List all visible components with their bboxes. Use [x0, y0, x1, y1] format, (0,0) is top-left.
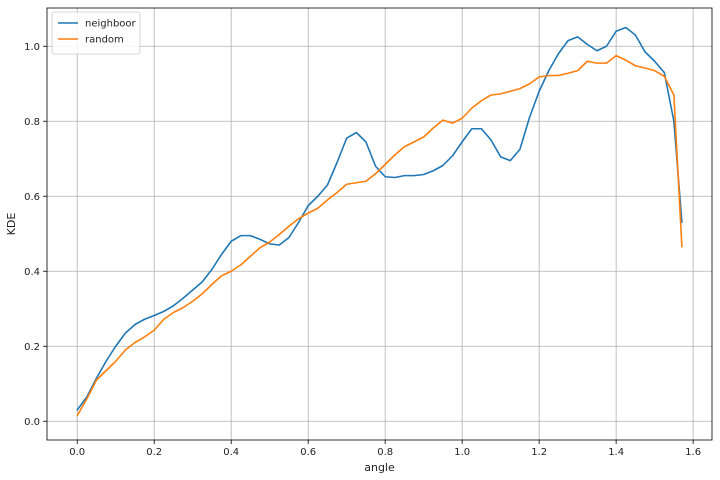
x-tick-label: 0.4	[223, 447, 239, 458]
x-tick-label: 1.6	[685, 447, 701, 458]
series-line-random	[76, 54, 683, 417]
x-tick-label: 0.8	[377, 447, 393, 458]
x-tick-label: 0.0	[69, 447, 85, 458]
legend: neighboor random	[51, 11, 141, 55]
x-axis-label: angle	[364, 461, 395, 474]
x-tick-label: 1.2	[531, 447, 547, 458]
y-tick-label: 0.8	[24, 117, 40, 128]
tick-layer: 0.0 0.2 0.4 0.6 0.8 1.0 1.2 1.4 1.6 0.0 0.2 0.4 0.6 0…	[24, 42, 701, 458]
y-tick-label: 0.4	[24, 267, 40, 278]
series-layer	[76, 26, 683, 417]
y-tick-label: 0.0	[24, 417, 40, 428]
grid-lines	[47, 8, 712, 440]
y-tick-label: 0.6	[24, 192, 40, 203]
y-tick-label: 0.2	[24, 342, 40, 353]
y-tick-label: 1.0	[24, 42, 40, 53]
y-axis-label: KDE	[5, 213, 18, 236]
series-line-neighboor	[76, 26, 683, 411]
x-tick-label: 1.4	[608, 447, 624, 458]
x-tick-label: 0.6	[300, 447, 316, 458]
x-tick-label: 0.2	[146, 447, 162, 458]
legend-label-random: random	[85, 35, 124, 46]
x-tick-label: 1.0	[454, 447, 470, 458]
axes	[46, 7, 713, 441]
legend-label-neighboor: neighboor	[85, 19, 137, 30]
plot-frame	[46, 7, 713, 441]
